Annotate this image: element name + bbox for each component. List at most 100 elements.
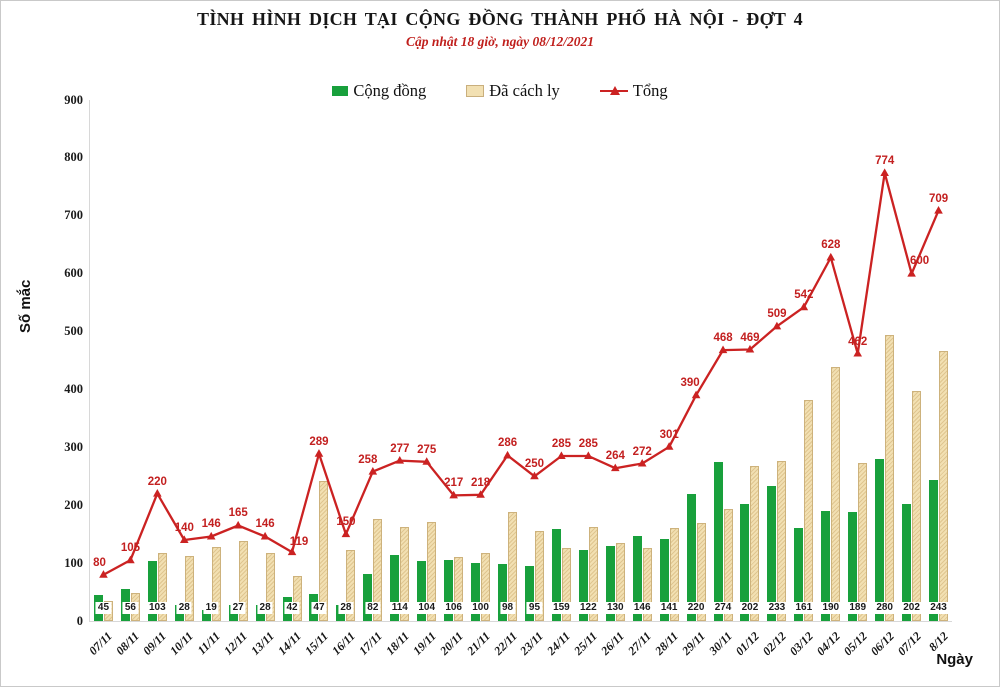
- x-date-label: 20/11: [436, 629, 466, 658]
- legend-item-da-cach-ly: Đã cách ly: [466, 81, 560, 101]
- total-value-label: 462: [848, 335, 868, 348]
- community-bar: [444, 559, 454, 621]
- total-value-label: 220: [147, 475, 167, 488]
- community-value-label: 122: [578, 602, 599, 614]
- community-bar: [821, 511, 831, 621]
- total-value-label: 600: [910, 254, 930, 267]
- x-date-label: 18/11: [382, 629, 412, 658]
- quarantine-bar: [696, 522, 706, 621]
- community-value-label: 100: [470, 602, 491, 614]
- green-bar-swatch-icon: [332, 86, 349, 96]
- x-date-label: 02/12: [759, 629, 789, 659]
- quarantine-bar: [319, 480, 329, 621]
- x-axis-title: Ngày: [936, 651, 973, 668]
- quarantine-bar: [885, 335, 895, 621]
- community-bar: [363, 573, 373, 621]
- total-value-label: 774: [875, 154, 895, 167]
- community-value-label: 233: [766, 602, 788, 614]
- community-value-label: 130: [604, 602, 626, 614]
- y-tick-label: 900: [64, 92, 83, 107]
- total-value-label: 285: [551, 438, 571, 451]
- quarantine-bar: [508, 512, 518, 621]
- total-marker-icon: [799, 302, 809, 311]
- community-value-label: 82: [365, 602, 381, 614]
- total-marker-icon: [934, 205, 943, 214]
- community-bar: [848, 511, 858, 621]
- total-line-plot: [99, 168, 943, 578]
- chart-subtitle: Cập nhật 18 giờ, ngày 08/12/2021: [405, 34, 595, 49]
- community-value-label: 280: [874, 602, 895, 614]
- total-value-label: 146: [201, 518, 221, 531]
- total-value-label: 80: [93, 556, 106, 569]
- x-date-label: 10/11: [167, 629, 197, 658]
- total-marker-icon: [530, 471, 539, 480]
- x-date-label: 03/12: [786, 629, 816, 659]
- total-marker-icon: [314, 449, 324, 457]
- community-bar: [902, 504, 912, 621]
- total-value-label: 165: [228, 507, 248, 520]
- community-value-label: 243: [928, 602, 949, 614]
- x-date-label: 16/11: [329, 629, 358, 658]
- total-marker-icon: [584, 451, 593, 460]
- total-value-label: 217: [444, 477, 464, 490]
- quarantine-bar: [615, 543, 625, 621]
- x-date-label: 01/12: [732, 629, 762, 659]
- total-marker-icon: [422, 457, 432, 465]
- x-date-label: 24/11: [544, 629, 574, 658]
- community-value-label: 106: [443, 602, 464, 614]
- total-value-label: 628: [821, 239, 841, 252]
- total-marker-icon: [233, 520, 243, 529]
- x-date-label: 28/11: [652, 629, 682, 658]
- quarantine-bar: [157, 553, 167, 621]
- total-value-label: 277: [390, 442, 410, 455]
- total-value-label: 218: [471, 476, 491, 489]
- plot-area: 45 56 103 28 19 27 28 42 47 28 82 114 104 106 100 98 95 1…: [89, 100, 952, 622]
- community-value-label: 28: [176, 602, 192, 614]
- total-marker-icon: [880, 168, 889, 176]
- community-value-label: 56: [122, 602, 138, 614]
- x-date-label: 19/11: [409, 629, 439, 658]
- total-value-label: 250: [524, 458, 545, 471]
- legend: Cộng đồng Đã cách ly Tổng: [1, 81, 999, 101]
- total-value-label: 119: [289, 536, 309, 549]
- community-bar: [767, 486, 777, 621]
- x-date-label: 05/12: [840, 629, 870, 659]
- total-marker-icon: [745, 344, 755, 353]
- community-bar: [875, 458, 885, 621]
- quarantine-bar: [642, 548, 652, 621]
- total-value-label: 150: [336, 516, 356, 529]
- total-marker-icon: [476, 490, 485, 498]
- y-tick-label: 800: [64, 150, 83, 165]
- community-bar: [686, 493, 696, 621]
- total-value-label: 301: [659, 428, 679, 441]
- quarantine-bar: [373, 519, 383, 621]
- total-marker-icon: [153, 489, 162, 497]
- total-marker-icon: [557, 451, 566, 460]
- total-value-label: 286: [497, 437, 518, 450]
- quarantine-bar: [292, 576, 302, 621]
- total-value-label: 542: [794, 289, 814, 302]
- total-value-label: 390: [680, 377, 700, 390]
- community-value-label: 146: [631, 602, 653, 614]
- quarantine-bar: [481, 552, 491, 621]
- community-bar: [498, 564, 508, 621]
- x-date-label: 26/11: [598, 629, 628, 658]
- community-value-label: 42: [284, 602, 300, 614]
- quarantine-bar: [265, 552, 275, 621]
- total-marker-icon: [126, 555, 135, 564]
- community-value-label: 114: [389, 602, 410, 614]
- total-value-label: 468: [713, 332, 733, 345]
- total-value-label: 275: [417, 443, 437, 456]
- x-date-label: 12/11: [221, 629, 251, 658]
- red-triangle-icon: [609, 86, 620, 95]
- quarantine-bar: [588, 526, 598, 621]
- total-value-label: 469: [740, 331, 760, 344]
- community-value-label: 202: [739, 602, 761, 614]
- community-value-label: 141: [658, 602, 680, 614]
- community-bar: [551, 528, 561, 621]
- quarantine-bar: [400, 526, 410, 621]
- total-marker-icon: [341, 529, 351, 538]
- community-bar: [632, 536, 642, 621]
- community-value-label: 190: [820, 602, 842, 614]
